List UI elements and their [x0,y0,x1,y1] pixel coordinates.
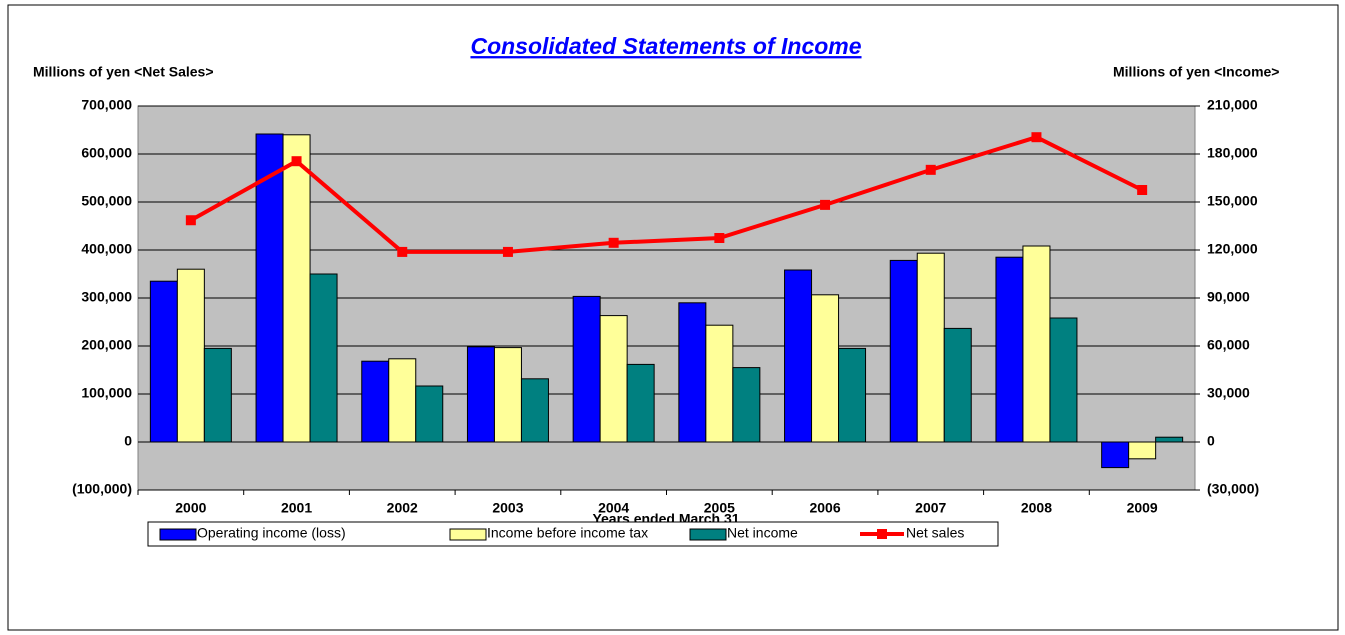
bar [361,360,390,443]
x-tick-label: 2001 [281,500,312,516]
line-marker [714,233,725,243]
bar [520,378,549,443]
bar [203,347,232,443]
bar [811,294,840,443]
line-marker [291,156,302,167]
bar [943,327,972,443]
y-tick-label: 600,000 [81,145,132,161]
x-tick-label: 2008 [1021,500,1052,516]
x-tick-label: 2003 [492,500,523,516]
bar [1101,441,1130,469]
legend-label: Net income [727,525,798,541]
bar [838,347,867,443]
legend-marker [877,529,887,539]
legend-swatch [159,528,197,541]
y2-tick-label: 30,000 [1207,385,1250,401]
legend-label: Income before income tax [487,525,648,541]
bar [493,347,522,443]
legend-swatch [689,528,727,541]
x-tick-label: 2000 [175,500,206,516]
bar [1155,436,1184,443]
y-tick-label: (100,000) [72,481,132,497]
line-marker [502,246,513,257]
x-tick-label: 2005 [704,500,735,516]
bar [995,256,1024,443]
x-tick-label: 2006 [809,500,840,516]
line-marker [820,199,831,210]
line-marker [397,246,408,257]
y-tick-label: 400,000 [81,241,132,257]
y2-tick-label: 60,000 [1207,337,1250,353]
legend-label: Operating income (loss) [197,525,346,541]
chart-title[interactable]: Consolidated Statements of Income [470,33,861,59]
bar [255,133,284,443]
y-tick-label: 700,000 [81,97,132,113]
y-tick-label: 0 [124,433,132,449]
line-marker [185,215,196,226]
line-marker [608,237,619,248]
y2-tick-label: 0 [1207,433,1215,449]
x-tick-label: 2004 [598,500,629,516]
bar [388,358,417,443]
bar [889,259,918,443]
x-tick-label: 2007 [915,500,946,516]
bar [678,302,707,443]
y2-axis-title: Millions of yen <Income> [1113,64,1279,80]
bar [149,280,178,443]
y-tick-label: 500,000 [81,193,132,209]
y-tick-label: 100,000 [81,385,132,401]
y2-tick-label: (30,000) [1207,481,1259,497]
bar [282,134,311,443]
bar [1049,317,1078,443]
bar [1022,245,1051,443]
x-tick-label: 2009 [1127,500,1158,516]
legend-box [147,521,999,547]
y2-tick-label: 180,000 [1207,145,1258,161]
bar [705,324,734,443]
bar [415,385,444,443]
line-marker [1137,185,1148,195]
bar [176,268,205,443]
bar [466,346,495,443]
bar [916,252,945,443]
y-axis-title: Millions of yen <Net Sales> [33,64,214,80]
line-marker [1031,132,1042,143]
y-tick-label: 300,000 [81,289,132,305]
legend-swatch [449,528,487,541]
bar [599,315,628,443]
bar [784,269,813,443]
line [189,135,1144,254]
bar [732,367,761,443]
legend-label: Net sales [906,525,964,541]
bar [626,363,655,443]
y2-tick-label: 150,000 [1207,193,1258,209]
y2-tick-label: 210,000 [1207,97,1258,113]
bar [309,273,338,443]
line-marker [925,164,936,175]
x-tick-label: 2002 [387,500,418,516]
y2-tick-label: 90,000 [1207,289,1250,305]
bar [1128,441,1157,460]
y2-tick-label: 120,000 [1207,241,1258,257]
bar [572,295,601,443]
y-tick-label: 200,000 [81,337,132,353]
